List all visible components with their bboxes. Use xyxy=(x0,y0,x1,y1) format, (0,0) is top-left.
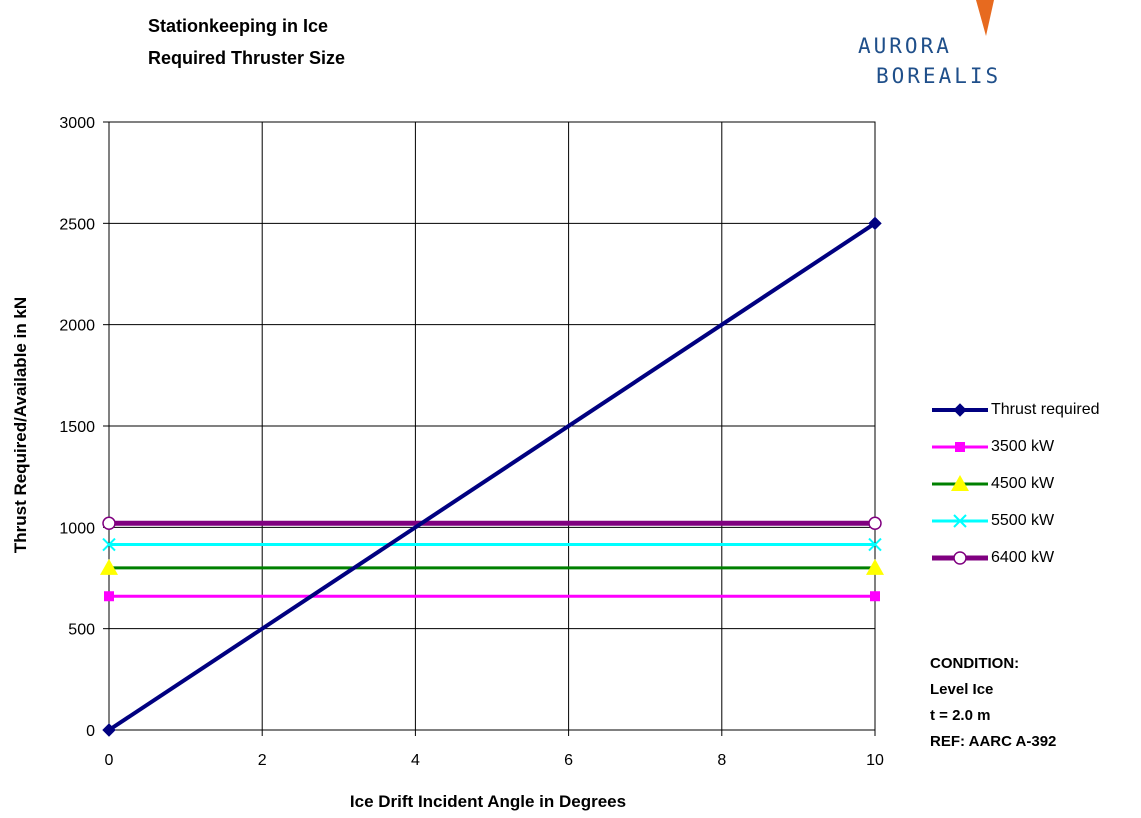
logo-text-line-2: BOREALIS xyxy=(876,64,1002,88)
condition-line-1: CONDITION: xyxy=(930,655,1020,672)
data-point xyxy=(102,537,116,552)
y-axis-ticks: 0 500 1000 1500 2000 2500 3000 xyxy=(59,115,95,740)
data-point xyxy=(866,558,884,575)
x-axis-title: Ice Drift Incident Angle in Degrees xyxy=(350,792,626,811)
legend-label: 3500 kW xyxy=(991,438,1055,455)
legend-marker xyxy=(955,442,965,452)
x-axis-ticks: 0 2 4 6 8 10 xyxy=(105,752,884,769)
chart-title-line-2: Required Thruster Size xyxy=(148,48,346,68)
series-markers xyxy=(100,216,884,737)
x-tick-label: 6 xyxy=(564,752,573,769)
y-tick-label: 2000 xyxy=(59,318,95,335)
legend-swatch xyxy=(932,551,988,565)
series-lines xyxy=(107,221,877,732)
x-tick-label: 0 xyxy=(105,752,114,769)
legend-marker xyxy=(951,475,969,491)
x-tick-label: 4 xyxy=(411,752,420,769)
data-point xyxy=(102,723,116,737)
legend-swatch xyxy=(932,442,988,452)
x-tick-label: 8 xyxy=(717,752,726,769)
y-tick-label: 500 xyxy=(68,622,95,639)
data-point xyxy=(870,591,880,602)
logo-text-line-1: AURORA xyxy=(858,34,952,58)
y-tick-label: 3000 xyxy=(59,115,95,132)
data-point xyxy=(100,558,118,575)
legend-label: Thrust required xyxy=(991,401,1100,418)
legend-swatch xyxy=(932,403,988,417)
legend-marker xyxy=(953,514,967,528)
y-axis-title: Thrust Required/Available in kN xyxy=(11,297,30,553)
chart-title-line-1: Stationkeeping in Ice xyxy=(148,16,329,36)
y-tick-label: 1000 xyxy=(59,520,95,537)
data-point xyxy=(104,591,114,602)
x-tick-label: 10 xyxy=(866,752,884,769)
series-line xyxy=(107,221,877,732)
condition-line-3: t = 2.0 m xyxy=(930,707,991,724)
data-point xyxy=(868,216,882,231)
condition-line-4: REF: AARC A-392 xyxy=(930,733,1057,750)
x-tick-label: 2 xyxy=(258,752,267,769)
chart-grid xyxy=(103,121,876,736)
legend-marker xyxy=(953,551,967,565)
legend-label: 5500 kW xyxy=(991,512,1055,529)
aurora-borealis-logo: AURORA BOREALIS xyxy=(852,0,1040,100)
data-point xyxy=(868,516,882,531)
data-point xyxy=(102,516,116,531)
plot-area xyxy=(108,121,876,731)
legend-label: 6400 kW xyxy=(991,549,1055,566)
flame-icon xyxy=(976,0,994,36)
legend-swatch xyxy=(932,514,988,528)
legend-label: 4500 kW xyxy=(991,475,1055,492)
legend-swatch xyxy=(932,475,988,491)
y-tick-label: 2500 xyxy=(59,216,95,233)
y-tick-label: 1500 xyxy=(59,419,95,436)
condition-note: CONDITION: Level Ice t = 2.0 m REF: AARC… xyxy=(930,651,1056,755)
y-tick-label: 0 xyxy=(86,723,95,740)
data-point xyxy=(868,537,882,552)
condition-line-2: Level Ice xyxy=(930,681,994,698)
legend-marker xyxy=(953,403,967,417)
